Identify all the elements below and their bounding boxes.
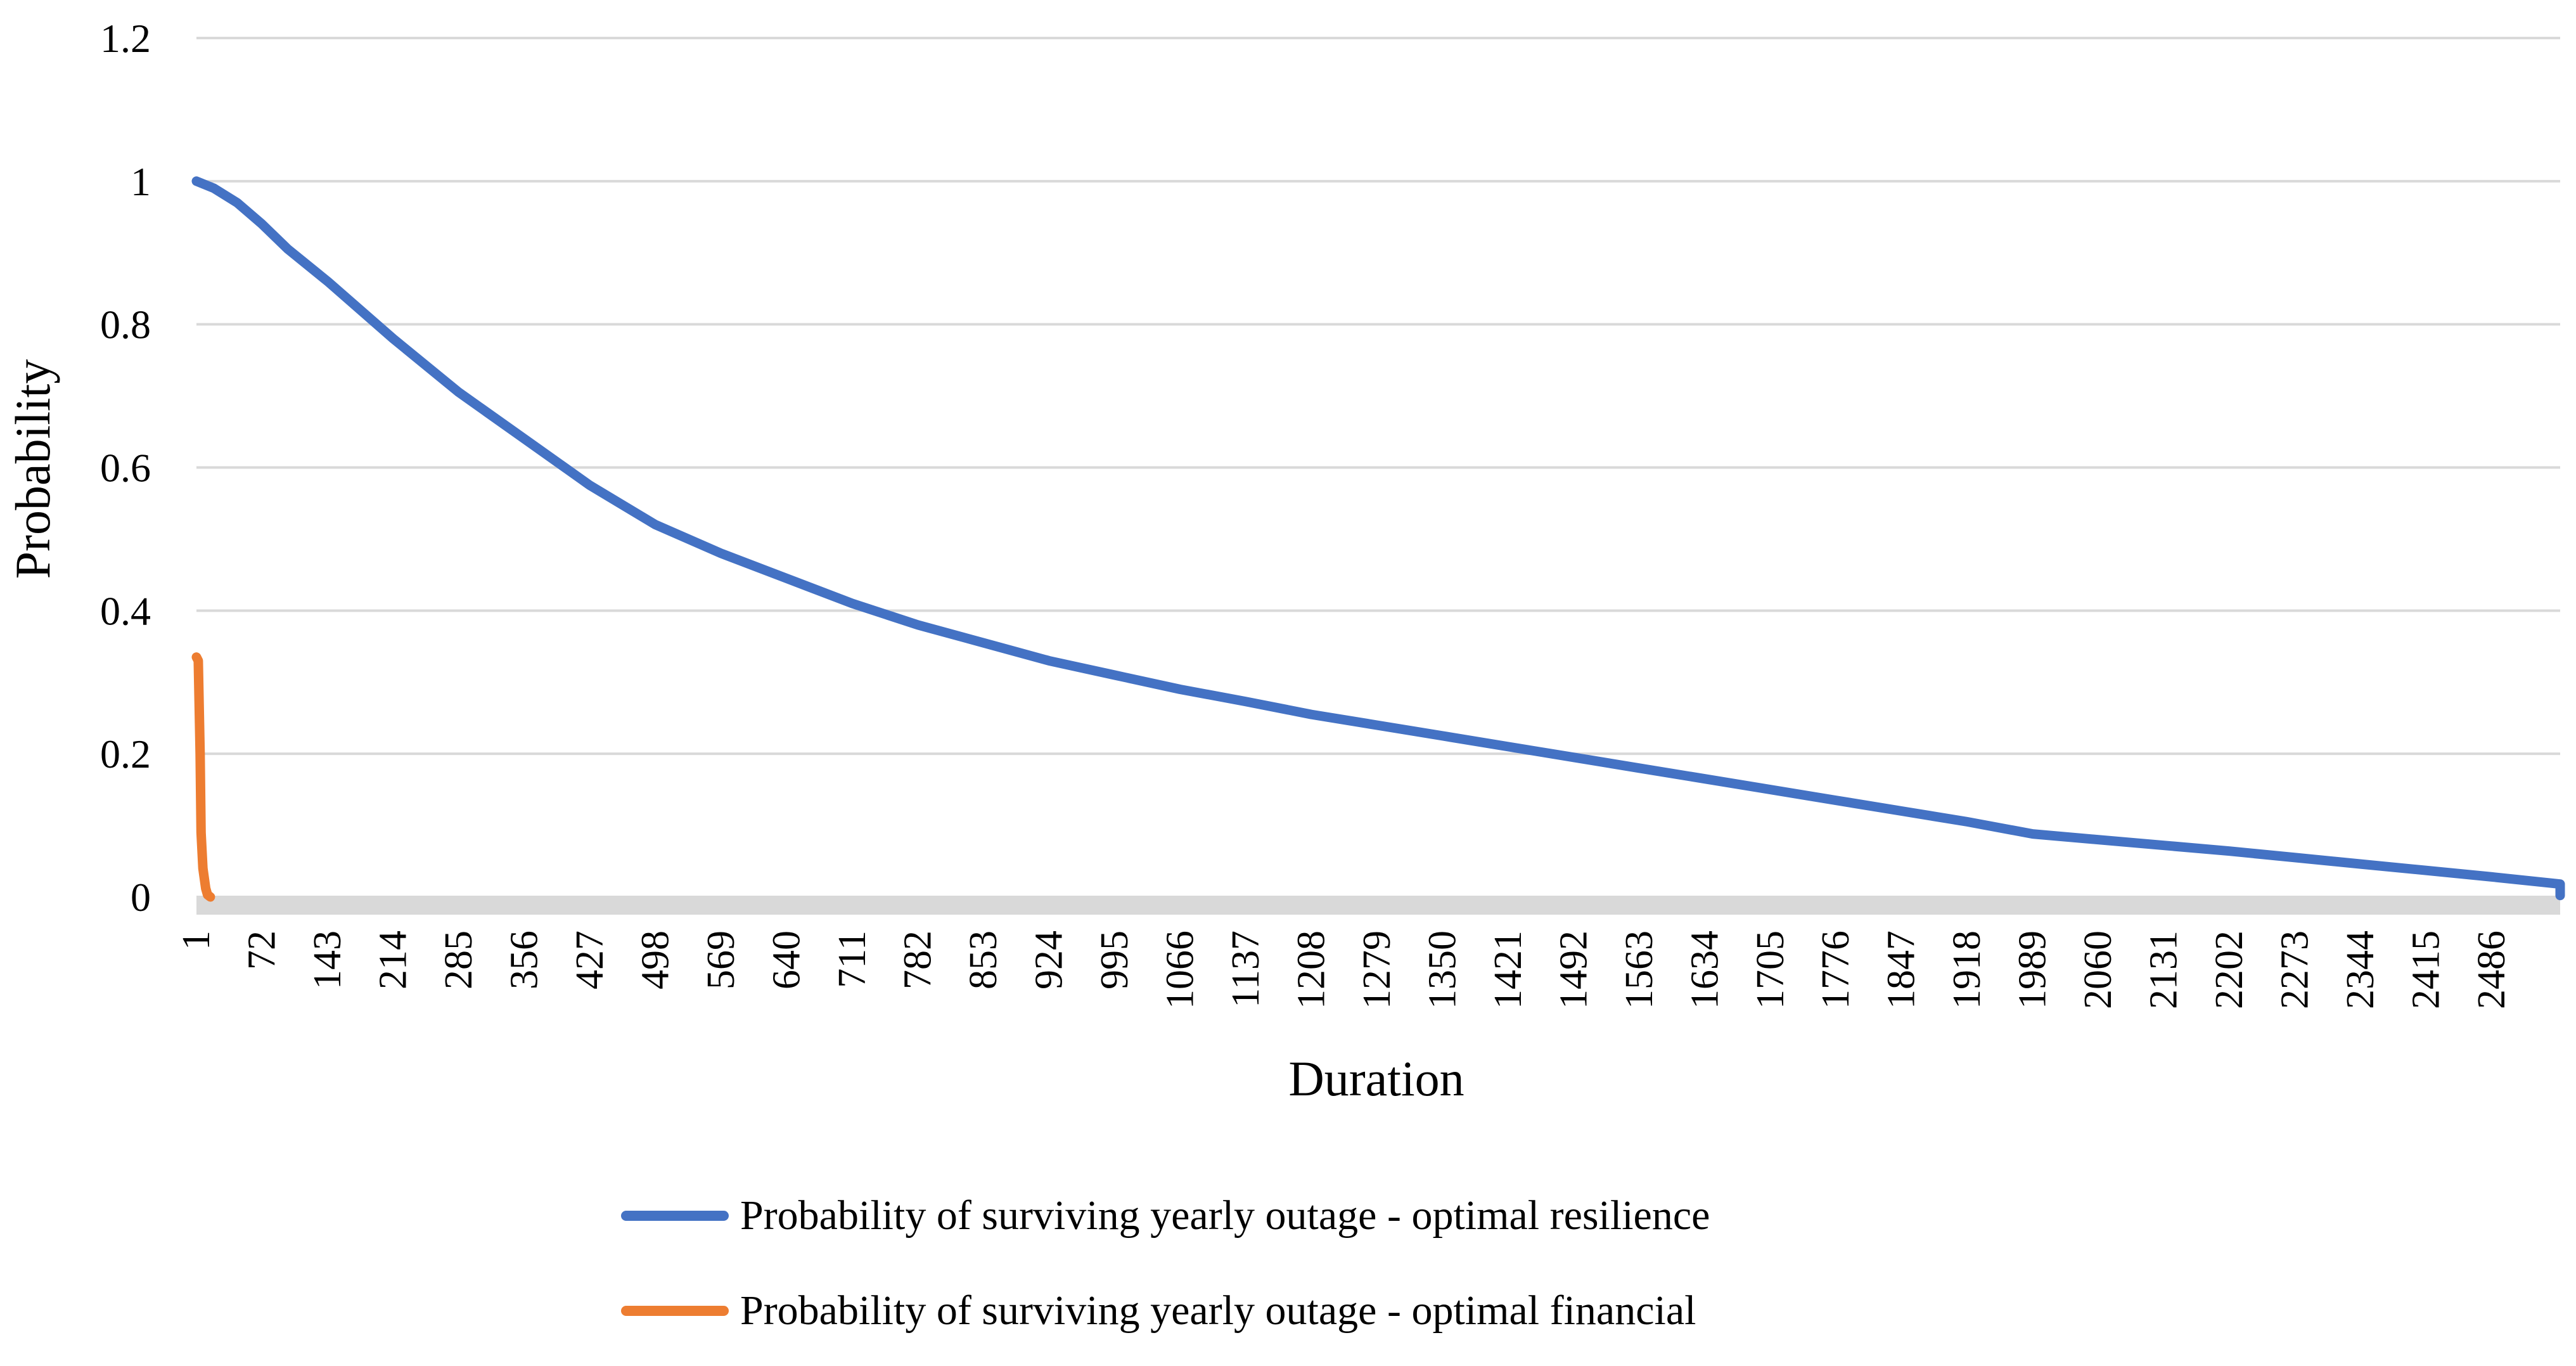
x-tick-label-34: 2415 bbox=[2405, 931, 2448, 1009]
x-tick-label-19: 1350 bbox=[1421, 931, 1464, 1009]
x-tick-label-17: 1208 bbox=[1290, 931, 1333, 1009]
series-lines bbox=[191, 176, 2565, 902]
legend-item-resilience: Probability of surviving yearly outage -… bbox=[621, 1192, 1710, 1240]
x-axis-title: Duration bbox=[1288, 1051, 1464, 1106]
legend-label-financial: Probability of surviving yearly outage -… bbox=[740, 1287, 1696, 1334]
legend-item-financial: Probability of surviving yearly outage -… bbox=[621, 1287, 1696, 1335]
x-tick-label-9: 640 bbox=[765, 931, 808, 989]
y-tick-label-4: 0.8 bbox=[100, 302, 151, 347]
x-tick-label-10: 711 bbox=[831, 931, 874, 988]
x-tick-label-13: 924 bbox=[1027, 931, 1070, 989]
x-tick-label-32: 2273 bbox=[2274, 931, 2317, 1009]
x-tick-label-21: 1492 bbox=[1552, 931, 1595, 1009]
x-tick-label-29: 2060 bbox=[2077, 931, 2120, 1009]
x-tick-label-20: 1421 bbox=[1487, 931, 1530, 1009]
x-tick-label-4: 285 bbox=[437, 931, 480, 989]
x-tick-label-28: 1989 bbox=[2011, 931, 2054, 1009]
legend-label-resilience: Probability of surviving yearly outage -… bbox=[740, 1192, 1710, 1239]
x-tick-label-6: 427 bbox=[568, 931, 612, 989]
x-tick-label-35: 2486 bbox=[2470, 931, 2513, 1009]
legend: Probability of surviving yearly outage -… bbox=[621, 1192, 2269, 1356]
y-tick-label-6: 1.2 bbox=[100, 16, 151, 61]
x-tick-label-2: 143 bbox=[306, 931, 349, 989]
y-axis-ticks: 0 0.2 0.4 0.6 0.8 1 1.2 bbox=[100, 16, 151, 920]
x-tick-label-22: 1563 bbox=[1618, 931, 1661, 1009]
x-tick-label-30: 2131 bbox=[2143, 931, 2186, 1009]
y-tick-label-2: 0.4 bbox=[100, 588, 151, 633]
x-tick-label-24: 1705 bbox=[1749, 931, 1792, 1009]
series-line-1 bbox=[191, 652, 215, 902]
legend-swatch-resilience bbox=[621, 1211, 729, 1221]
gridlines bbox=[196, 37, 2560, 756]
x-tick-label-5: 356 bbox=[503, 931, 546, 989]
y-tick-label-1: 0.2 bbox=[100, 731, 151, 776]
x-tick-label-16: 1137 bbox=[1224, 931, 1267, 1008]
legend-swatch-financial bbox=[621, 1306, 729, 1316]
y-tick-label-5: 1 bbox=[131, 159, 151, 204]
x-tick-label-3: 214 bbox=[371, 931, 414, 989]
x-axis-ticks: 1 72 143 214 285 356 427 498 569 640 711 782 853 924 9… bbox=[175, 931, 2513, 1009]
x-tick-label-18: 1279 bbox=[1355, 931, 1399, 1009]
y-tick-label-3: 0.6 bbox=[100, 446, 151, 491]
x-tick-label-25: 1776 bbox=[1814, 931, 1857, 1009]
x-tick-label-1: 72 bbox=[240, 931, 283, 970]
x-tick-label-14: 995 bbox=[1093, 931, 1136, 989]
x-tick-label-27: 1918 bbox=[1945, 931, 1989, 1009]
x-tick-label-8: 569 bbox=[700, 931, 743, 989]
x-tick-label-23: 1634 bbox=[1683, 931, 1726, 1009]
y-axis-title: Probability bbox=[5, 359, 60, 579]
y-tick-label-0: 0 bbox=[131, 875, 151, 920]
x-tick-label-7: 498 bbox=[634, 931, 677, 989]
zero-axis-band bbox=[196, 896, 2560, 915]
x-tick-label-12: 853 bbox=[962, 931, 1005, 989]
x-tick-label-33: 2344 bbox=[2339, 931, 2382, 1009]
x-tick-label-31: 2202 bbox=[2208, 931, 2251, 1009]
x-tick-label-15: 1066 bbox=[1158, 931, 1201, 1009]
x-tick-label-26: 1847 bbox=[1880, 931, 1923, 1009]
x-tick-label-11: 782 bbox=[896, 931, 939, 989]
x-tick-label-0: 1 bbox=[175, 931, 218, 950]
series-line-0 bbox=[191, 176, 2565, 901]
